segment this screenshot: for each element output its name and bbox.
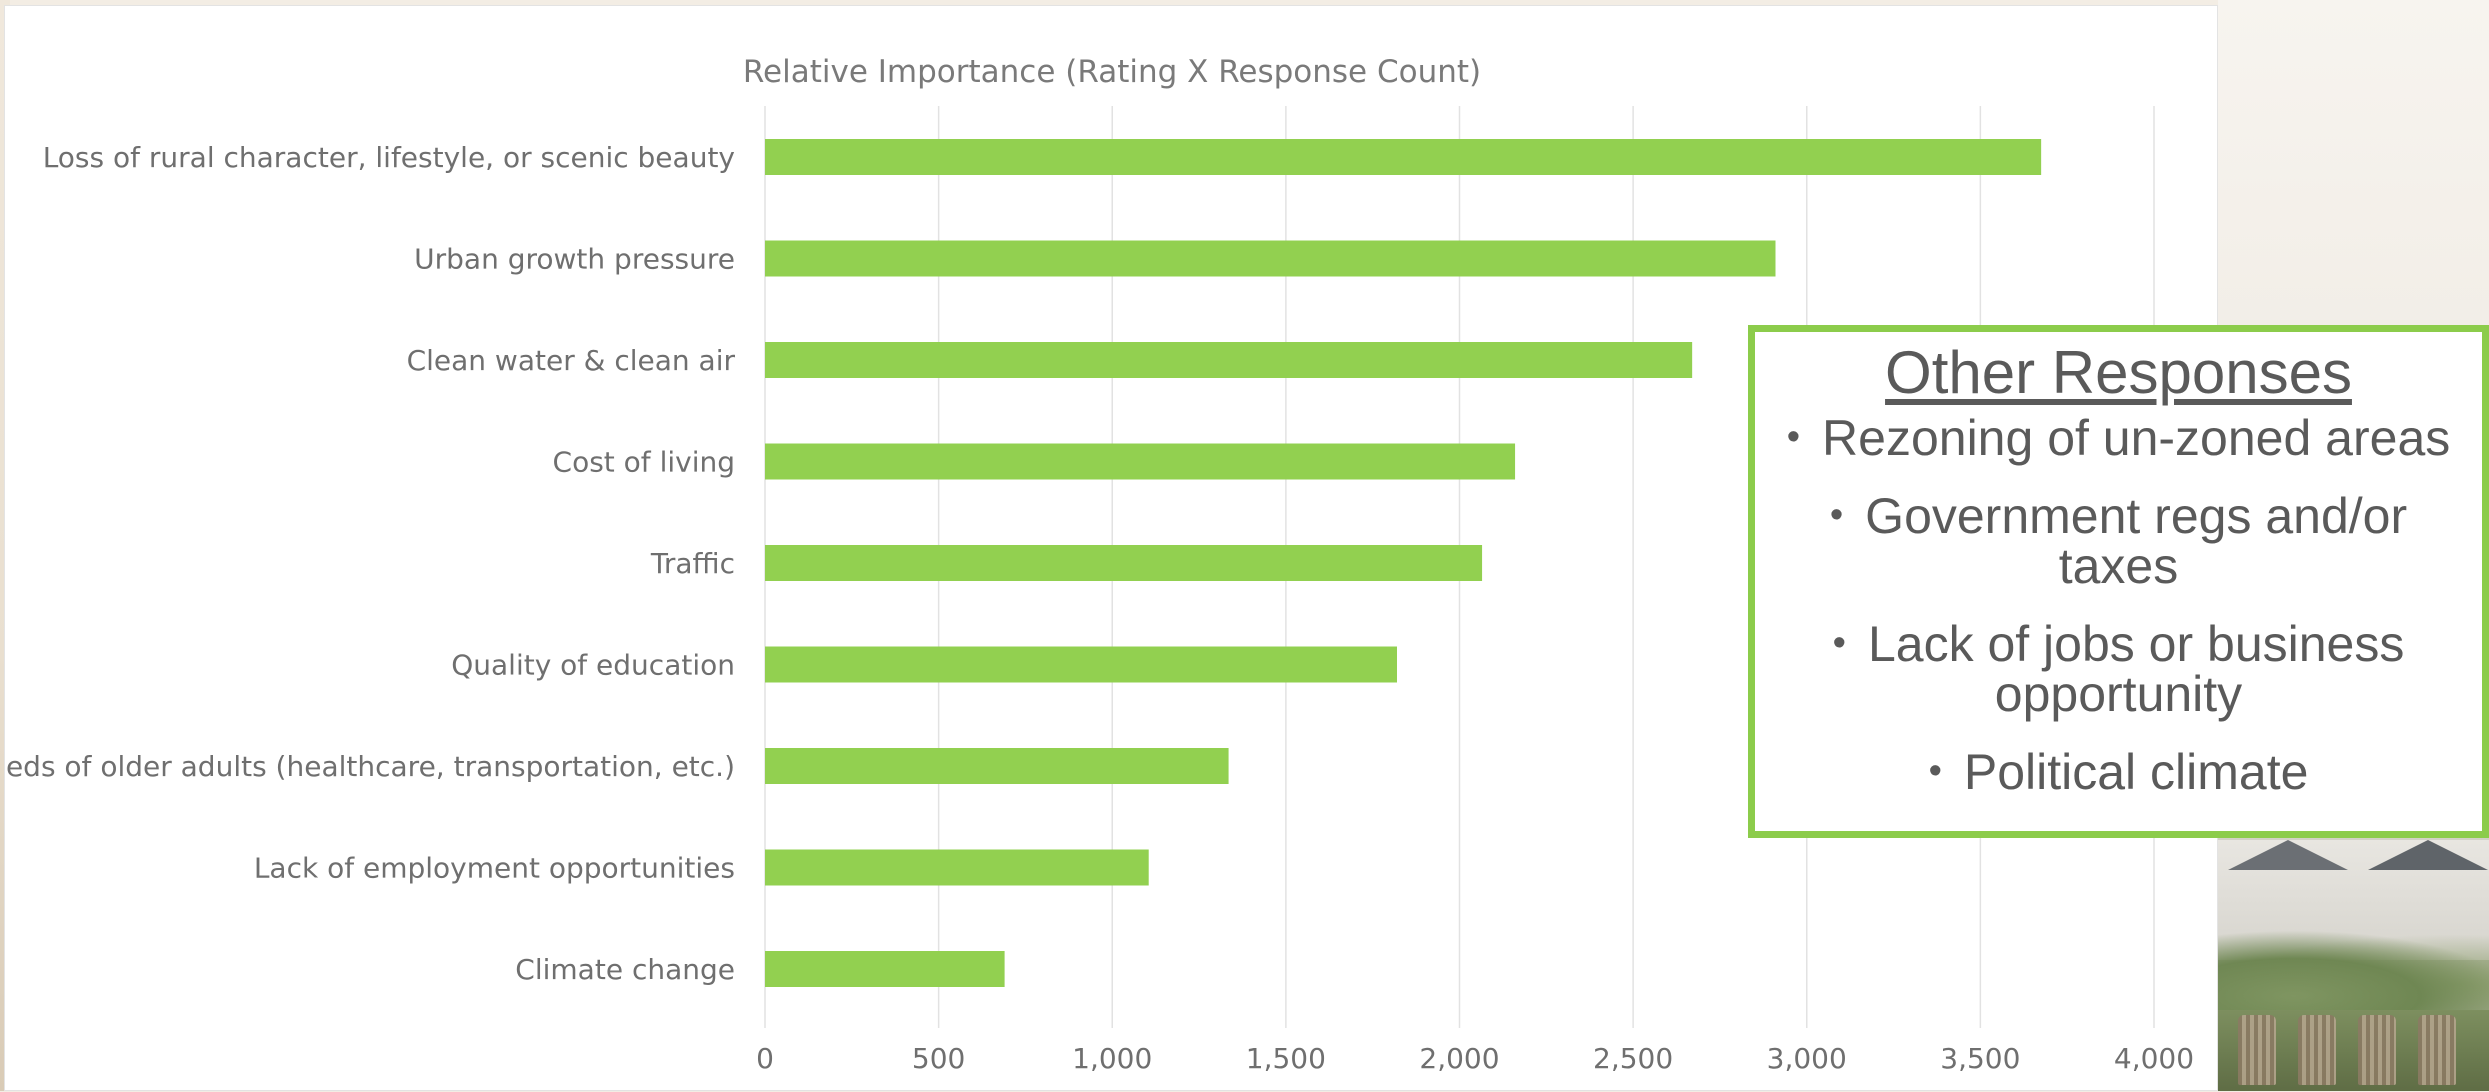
x-tick-label: 3,500 (1940, 1042, 2020, 1075)
bar (765, 849, 1149, 886)
background-photo-right (2218, 0, 2489, 1091)
adirondack-chair (2358, 1015, 2396, 1085)
category-label: Loss of rural character, lifestyle, or s… (43, 141, 735, 174)
other-responses-list: • Rezoning of un-zoned areas • Government … (1755, 413, 2482, 797)
category-label: Climate change (515, 953, 735, 986)
bar (765, 646, 1397, 683)
bullet-icon: • (1786, 416, 1801, 458)
list-item-text: Political climate (1963, 744, 2309, 800)
category-label: Clean water & clean air (407, 344, 736, 377)
x-tick-labels: 0 500 1,000 1,500 2,000 2,500 3,000 3,500 4,000 (756, 1042, 2194, 1075)
category-label: Quality of education (451, 649, 735, 682)
list-item-text: Government regs and/or taxes (1865, 488, 2408, 594)
category-label: Lack of employment opportunities (254, 852, 735, 885)
category-label: Needs of older adults (healthcare, trans… (5, 750, 735, 783)
bullet-icon: • (1829, 494, 1844, 536)
bar (765, 443, 1516, 480)
category-label: Urban growth pressure (414, 243, 735, 276)
x-tick-label: 1,500 (1246, 1042, 1326, 1075)
x-tick-label: 2,500 (1593, 1042, 1673, 1075)
roof-shape (2368, 840, 2488, 870)
bars (765, 139, 2042, 987)
x-tick-label: 4,000 (2114, 1042, 2194, 1075)
category-label: Traffic (650, 547, 735, 580)
x-tick-label: 3,000 (1767, 1042, 1847, 1075)
list-item: • Rezoning of un-zoned areas (1755, 413, 2482, 463)
x-tick-label: 0 (756, 1042, 774, 1075)
list-item-text: Lack of jobs or business opportunity (1867, 616, 2405, 722)
x-tick-label: 500 (912, 1042, 965, 1075)
x-tick-label: 2,000 (1419, 1042, 1499, 1075)
bar (765, 748, 1229, 784)
bullet-icon: • (1832, 622, 1846, 664)
list-item: • Lack of jobs or business opportunity (1755, 619, 2482, 719)
adirondack-chair (2298, 1015, 2336, 1085)
category-labels: Loss of rural character, lifestyle, or s… (5, 141, 735, 986)
other-responses-title: Other Responses (1885, 339, 2352, 406)
bullet-icon: • (1928, 750, 1942, 792)
category-label: Cost of living (553, 446, 735, 479)
other-responses-box: Other Responses • Rezoning of un-zoned ar… (1748, 325, 2489, 838)
bar-chart: Loss of rural character, lifestyle, or s… (5, 106, 2194, 1075)
adirondack-chair (2418, 1015, 2456, 1085)
list-item: • Government regs and/or taxes (1755, 491, 2482, 591)
bar (765, 951, 1005, 987)
adirondack-chair (2238, 1015, 2276, 1085)
bar (765, 342, 1693, 378)
bar (765, 139, 2042, 175)
bar (765, 545, 1483, 581)
list-item-text: Rezoning of un-zoned areas (1822, 410, 2451, 466)
bar (765, 240, 1776, 277)
roof-shape (2228, 840, 2348, 870)
x-tick-label: 1,000 (1072, 1042, 1152, 1075)
list-item: • Political climate (1755, 747, 2482, 797)
chart-title: Relative Importance (Rating X Response C… (742, 54, 1482, 90)
